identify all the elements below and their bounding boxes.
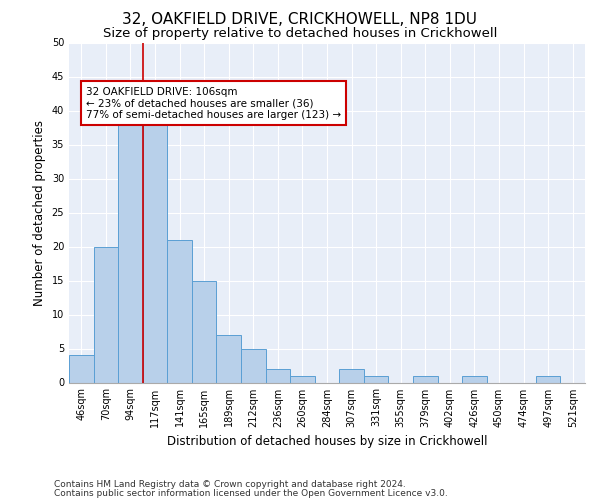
Text: 32, OAKFIELD DRIVE, CRICKHOWELL, NP8 1DU: 32, OAKFIELD DRIVE, CRICKHOWELL, NP8 1DU (122, 12, 478, 28)
Text: Contains HM Land Registry data © Crown copyright and database right 2024.: Contains HM Land Registry data © Crown c… (54, 480, 406, 489)
Bar (462, 376, 487, 382)
Bar (94, 246, 118, 382)
Bar (536, 376, 560, 382)
Bar (241, 348, 266, 382)
Bar (413, 376, 437, 382)
Bar (364, 376, 388, 382)
Bar (290, 376, 315, 382)
Text: Size of property relative to detached houses in Crickhowell: Size of property relative to detached ho… (103, 27, 497, 40)
Bar (167, 240, 192, 382)
Bar (217, 335, 241, 382)
Y-axis label: Number of detached properties: Number of detached properties (33, 120, 46, 306)
Bar (339, 369, 364, 382)
Bar (266, 369, 290, 382)
Bar (192, 280, 217, 382)
Bar (143, 118, 167, 382)
Text: 32 OAKFIELD DRIVE: 106sqm
← 23% of detached houses are smaller (36)
77% of semi-: 32 OAKFIELD DRIVE: 106sqm ← 23% of detac… (86, 86, 341, 120)
Bar (69, 356, 94, 382)
X-axis label: Distribution of detached houses by size in Crickhowell: Distribution of detached houses by size … (167, 435, 487, 448)
Text: Contains public sector information licensed under the Open Government Licence v3: Contains public sector information licen… (54, 488, 448, 498)
Bar (118, 124, 143, 382)
